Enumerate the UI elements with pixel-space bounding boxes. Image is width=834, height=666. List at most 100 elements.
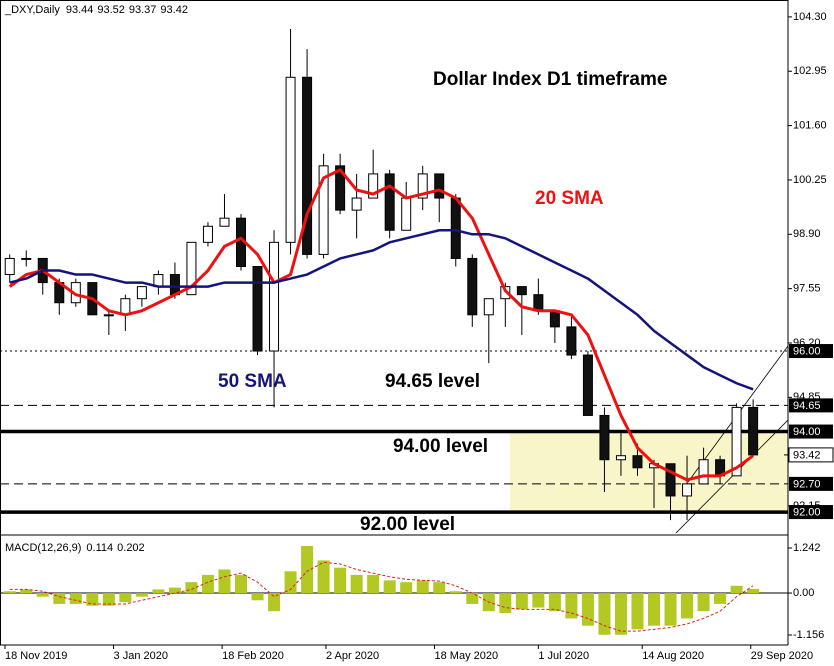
macd-bar: [218, 569, 231, 594]
level-label-box: [789, 424, 833, 439]
level-label: 92.00: [793, 506, 821, 518]
macd-bar: [581, 593, 594, 626]
candle-body: [219, 217, 230, 227]
candle-body: [665, 463, 676, 497]
candle-body: [401, 197, 412, 231]
macd-bar: [350, 574, 363, 594]
x-tick-label: 18 Feb 2020: [222, 650, 284, 662]
macd-bar: [433, 582, 446, 594]
candle-body: [368, 173, 379, 199]
y-tick-label: 101.60: [793, 119, 827, 131]
macd-bar: [201, 574, 214, 594]
macd-bar: [631, 593, 644, 630]
candle-body: [186, 241, 197, 296]
macd-bar: [532, 593, 545, 608]
symbol: _DXY,Daily: [4, 4, 60, 16]
macd-bar: [334, 567, 347, 594]
candle-body: [533, 294, 544, 312]
chart-title: Dollar Index D1 timeframe: [433, 69, 667, 90]
macd-bar: [400, 582, 413, 594]
candle-body: [318, 165, 329, 255]
macd-bar: [681, 593, 694, 619]
macd-header: MACD(12,26,9) 0.114 0.202: [5, 542, 145, 554]
macd-bar: [235, 574, 247, 594]
candle-body: [21, 257, 32, 260]
candle-body: [516, 286, 527, 296]
macd-bar: [284, 571, 297, 594]
macd-bar: [3, 591, 16, 594]
macd-bar: [268, 593, 281, 612]
macd-bar: [449, 591, 462, 594]
candle-body: [632, 455, 643, 469]
macd-bar: [20, 589, 33, 594]
candle-body: [252, 265, 263, 352]
x-tick-label: 2 Apr 2020: [326, 650, 379, 662]
candle-body: [103, 314, 114, 317]
candle-body: [582, 354, 593, 416]
x-tick-label: 29 Sep 2020: [751, 650, 813, 662]
sma50-label: 50 SMA: [218, 371, 287, 392]
x-tick-label: 3 Jan 2020: [114, 650, 168, 662]
level-label: 94.65: [793, 400, 821, 412]
level-annotation: 94.00 level: [393, 436, 488, 457]
level-label-box: [789, 476, 833, 491]
macd-bar: [697, 593, 710, 612]
y-tick-label: 97.55: [793, 283, 821, 295]
macd-bar: [135, 593, 148, 597]
x-tick-label: 18 Nov 2019: [5, 650, 67, 662]
candle-body: [748, 406, 759, 456]
macd-layer: [0, 545, 788, 635]
macd-bar: [36, 593, 49, 597]
price-layer: [0, 28, 788, 533]
macd-bar: [466, 593, 479, 604]
y-tick-label: 104.30: [793, 11, 827, 23]
macd-value: 0.114: [86, 542, 113, 554]
signal-line: [9, 561, 754, 632]
symbol-header: _DXY,Daily 93.44 93.52 93.37 93.42: [4, 4, 188, 16]
candle-body: [351, 197, 362, 211]
candle-body: [549, 310, 560, 328]
macd-bar: [69, 593, 82, 604]
header-close: 93.42: [160, 4, 188, 16]
candle-body: [615, 455, 626, 461]
macd-y-tick-label: 1.242: [793, 542, 821, 554]
candle-body: [566, 326, 577, 356]
candle-body: [269, 241, 280, 352]
sma20-label: 20 SMA: [535, 188, 604, 209]
sma-line: [8, 168, 755, 482]
channel-line: [675, 419, 788, 533]
macd-bar: [383, 580, 396, 594]
axes-layer: [0, 0, 792, 649]
candle-body: [698, 459, 709, 485]
x-tick-label: 18 May 2020: [435, 650, 499, 662]
candle-body: [483, 298, 494, 316]
header-high: 93.52: [97, 4, 125, 16]
macd-bar: [301, 545, 314, 594]
macd-bar: [664, 593, 677, 626]
macd-bar: [730, 585, 743, 594]
candle-body: [682, 483, 693, 497]
candle-body: [136, 286, 147, 300]
candle-body: [120, 298, 131, 316]
macd-y-tick-label: -1.156: [793, 629, 824, 641]
macd-bar: [53, 593, 66, 604]
highlight-zone: [510, 431, 788, 513]
macd-bar: [317, 560, 330, 594]
macd-bar: [515, 593, 528, 610]
macd-bar: [565, 593, 578, 619]
macd-bar: [168, 587, 181, 594]
y-tick-label: 98.90: [793, 228, 821, 240]
level-annotation: 92.00 level: [360, 514, 455, 535]
level-annotation: 94.65 level: [385, 371, 480, 392]
level-label-box: [789, 505, 833, 520]
candle-body: [450, 197, 461, 259]
candle-body: [335, 165, 346, 211]
x-tick-label: 14 Aug 2020: [642, 650, 704, 662]
x-tick-label: 1 Jul 2020: [538, 650, 589, 662]
signal-value: 0.202: [117, 542, 145, 554]
macd-bar: [614, 593, 627, 635]
macd-title: MACD(12,26,9): [5, 542, 81, 554]
last-price-label: 93.42: [793, 449, 821, 461]
macd-bar: [598, 593, 611, 635]
